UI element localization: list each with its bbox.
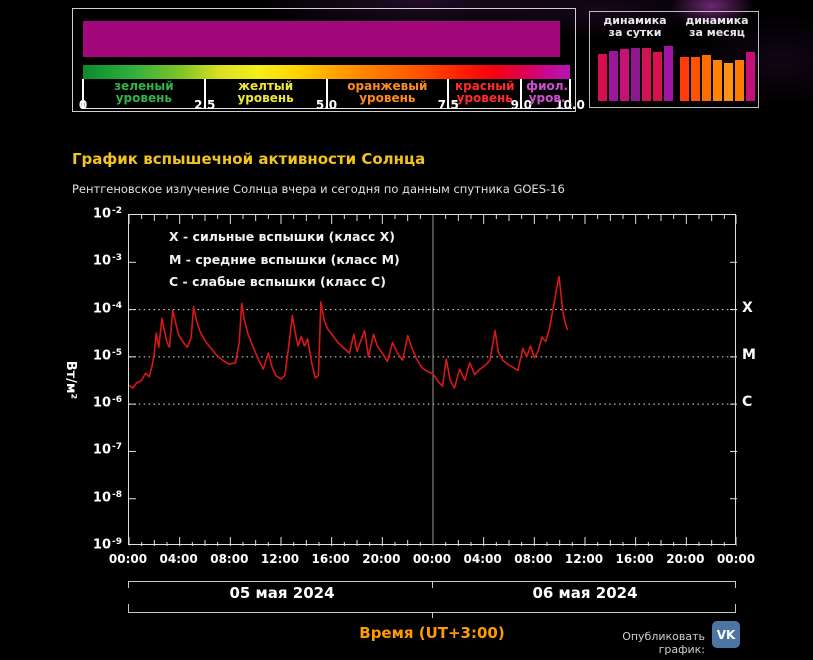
gauge-level-label: оранжевыйуровень <box>332 81 442 104</box>
bracket-tick <box>735 581 736 588</box>
x-tick-label: 00:00 <box>704 552 768 566</box>
bracket-tick <box>432 612 433 618</box>
gauge-level-label: зеленыйуровень <box>89 81 199 104</box>
bracket-tick <box>735 604 736 612</box>
class-label-m: M <box>742 347 766 363</box>
flux-plot-area: X - сильные вспышки (класс X) M - средни… <box>128 214 736 545</box>
x-axis-title: Время (UT+3:00) <box>332 624 532 642</box>
legend-m-class: M - средние вспышки (класс M) <box>169 249 400 272</box>
page-title: График вспышечной активности Солнца <box>72 150 425 168</box>
dynamics-month-title: динамиказа месяц <box>678 15 756 38</box>
dynamics-bar <box>680 57 689 101</box>
dynamics-bar <box>609 51 618 101</box>
vk-share-button[interactable]: VK <box>712 621 740 648</box>
dynamics-bar <box>702 55 711 101</box>
y-tick-label: 10-8 <box>70 489 122 505</box>
date-label-day1: 05 мая 2024 <box>172 584 392 602</box>
dynamics-bar <box>631 48 640 101</box>
dynamics-bar <box>713 60 722 101</box>
dynamics-bar <box>691 57 700 101</box>
publish-label: Опубликовать график: <box>575 630 705 656</box>
y-tick-label: 10-9 <box>70 536 122 552</box>
dynamics-bar <box>746 52 755 101</box>
class-label-c: C <box>742 394 766 410</box>
dynamics-bar <box>642 48 651 101</box>
page-subtitle: Рентгеновское излучение Солнца вчера и с… <box>72 182 565 196</box>
dynamics-bar <box>724 63 733 101</box>
dynamics-day-title: динамиказа сутки <box>596 15 674 38</box>
gauge-level-label: желтыйуровень <box>211 81 321 104</box>
chart-legend: X - сильные вспышки (класс X) M - средни… <box>169 226 400 294</box>
date-label-day2: 06 мая 2024 <box>475 584 695 602</box>
dynamics-bar <box>664 46 673 101</box>
legend-c-class: C - слабые вспышки (класс C) <box>169 271 400 294</box>
dynamics-month-chart: динамиказа месяц <box>678 15 756 38</box>
class-label-x: X <box>742 300 766 316</box>
dynamics-bar <box>620 49 629 101</box>
level-scale-gradient <box>83 65 570 79</box>
bracket-tick <box>128 604 129 612</box>
gauge-level-label: фиол.уров. <box>492 81 602 104</box>
y-tick-label: 10-3 <box>70 252 122 268</box>
y-tick-label: 10-2 <box>70 205 122 221</box>
current-activity-level-bar <box>83 21 560 57</box>
activity-gauge-panel: 02.55.07.59.010.0 зеленыйуровеньжелтыйур… <box>72 8 576 112</box>
y-axis-title: Вт/м² <box>62 328 78 432</box>
dynamics-panel: динамиказа сутки динамиказа месяц <box>589 11 759 108</box>
bracket-tick <box>128 581 129 588</box>
legend-x-class: X - сильные вспышки (класс X) <box>169 226 400 249</box>
bracket-tick <box>432 581 433 588</box>
y-tick-label: 10-4 <box>70 300 122 316</box>
dynamics-bar <box>598 54 607 101</box>
dynamics-bar <box>735 60 744 101</box>
dynamics-day-chart: динамиказа сутки <box>596 15 674 38</box>
y-tick-label: 10-7 <box>70 441 122 457</box>
dynamics-bar <box>653 52 662 101</box>
page: 02.55.07.59.010.0 зеленыйуровеньжелтыйур… <box>0 0 813 660</box>
